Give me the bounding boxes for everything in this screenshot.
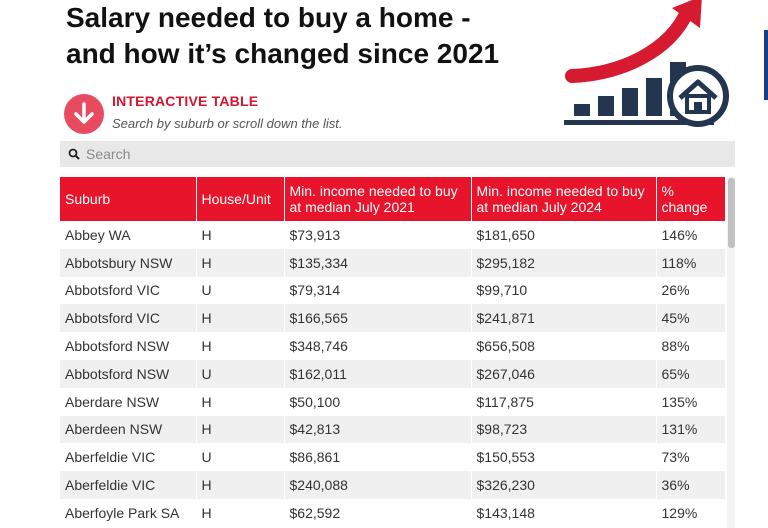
cell-income-2024: $181,650 [471,221,657,249]
cell-suburb: Abbotsbury NSW [60,248,197,277]
cell-suburb: Abbotsford VIC [60,276,197,305]
cell-suburb: Aberfeldie VIC [60,443,197,472]
table-row: Aberfoyle Park SA H $62,592 $143,148 129… [60,498,725,527]
cell-change: 45% [656,304,725,333]
table-row: Abbotsford NSW U $162,011 $267,046 65% [60,359,725,388]
cell-change: 73% [656,443,725,472]
cell-change: 131% [656,415,725,444]
table-row: Abbotsford VIC U $79,314 $99,710 26% [60,276,725,305]
cell-income-2021: $166,565 [284,304,472,333]
cell-change: 26% [656,276,725,305]
cell-suburb: Abbotsford VIC [60,304,197,333]
cell-income-2021: $79,314 [284,276,472,305]
cell-income-2021: $135,334 [284,248,472,277]
table-row: Abbey WA H $73,913 $181,650 146% [60,221,725,249]
cell-type: U [196,276,285,305]
table-row: Aberdare NSW H $50,100 $117,875 135% [60,387,725,416]
arrow-down-icon [64,94,104,134]
table-scrollbar-thumb[interactable] [728,178,735,248]
cell-income-2024: $150,553 [471,443,657,472]
cell-type: H [196,248,285,277]
cell-type: H [196,415,285,444]
table-header-row: Suburb House/Unit Min. income needed to … [60,177,725,221]
cell-income-2024: $295,182 [471,248,657,277]
cell-suburb: Abbey WA [60,221,197,249]
title-line-1: Salary needed to buy a home - [66,2,471,33]
cell-income-2021: $86,861 [284,443,472,472]
cell-type: H [196,332,285,360]
table-row: Aberdeen NSW H $42,813 $98,723 131% [60,415,725,444]
table-row: Abbotsbury NSW H $135,334 $295,182 118% [60,248,725,277]
cell-change: 129% [656,498,725,527]
cell-income-2021: $50,100 [284,387,472,416]
cell-income-2024: $656,508 [471,332,657,360]
cell-suburb: Aberdare NSW [60,387,197,416]
cell-type: H [196,387,285,416]
cell-suburb: Aberfeldie VIC [60,471,197,499]
cell-suburb: Aberdeen NSW [60,415,197,444]
cell-type: H [196,471,285,499]
cell-change: 65% [656,359,725,388]
cell-income-2021: $62,592 [284,498,472,527]
interactive-table-label: INTERACTIVE TABLE [112,93,259,109]
cell-type: H [196,221,285,249]
header-suburb[interactable]: Suburb [60,177,197,221]
cell-income-2024: $241,871 [471,304,657,333]
search-icon [68,148,80,160]
table-row: Abbotsford NSW H $348,746 $656,508 88% [60,332,725,360]
table-row: Aberfeldie VIC H $240,088 $326,230 36% [60,471,725,499]
cell-income-2021: $42,813 [284,415,472,444]
cell-income-2024: $99,710 [471,276,657,305]
cell-income-2024: $326,230 [471,471,657,499]
header-house-unit[interactable]: House/Unit [196,177,285,221]
header-income-2024[interactable]: Min. income needed to buy at median July… [471,177,657,221]
cell-income-2024: $117,875 [471,387,657,416]
cell-change: 146% [656,221,725,249]
table-row: Aberfeldie VIC U $86,861 $150,553 73% [60,443,725,472]
cell-change: 118% [656,248,725,277]
header-percent-change[interactable]: % change [656,177,725,221]
page-title: Salary needed to buy a home - and how it… [66,0,546,72]
search-bar[interactable] [60,141,735,167]
cell-income-2024: $98,723 [471,415,657,444]
search-hint: Search by suburb or scroll down the list… [112,116,343,131]
cell-type: U [196,359,285,388]
title-line-2: and how it’s changed since 2021 [66,38,500,69]
search-input[interactable] [86,146,686,162]
table-scrollbar-track[interactable] [727,177,735,528]
table-row: Abbotsford VIC H $166,565 $241,871 45% [60,304,725,333]
cell-income-2021: $73,913 [284,221,472,249]
data-table-container[interactable]: Suburb House/Unit Min. income needed to … [60,177,725,528]
cell-income-2021: $348,746 [284,332,472,360]
cell-income-2024: $143,148 [471,498,657,527]
edge-accent [764,30,768,100]
cell-income-2021: $162,011 [284,359,472,388]
header-income-2021[interactable]: Min. income needed to buy at median July… [284,177,472,221]
cell-type: H [196,498,285,527]
cell-change: 36% [656,471,725,499]
cell-type: H [196,304,285,333]
cell-change: 88% [656,332,725,360]
cell-type: U [196,443,285,472]
house-chart-icon [560,0,740,132]
cell-income-2021: $240,088 [284,471,472,499]
cell-suburb: Aberfoyle Park SA [60,498,197,527]
cell-change: 135% [656,387,725,416]
cell-suburb: Abbotsford NSW [60,359,197,388]
cell-income-2024: $267,046 [471,359,657,388]
cell-suburb: Abbotsford NSW [60,332,197,360]
income-table: Suburb House/Unit Min. income needed to … [60,177,725,527]
